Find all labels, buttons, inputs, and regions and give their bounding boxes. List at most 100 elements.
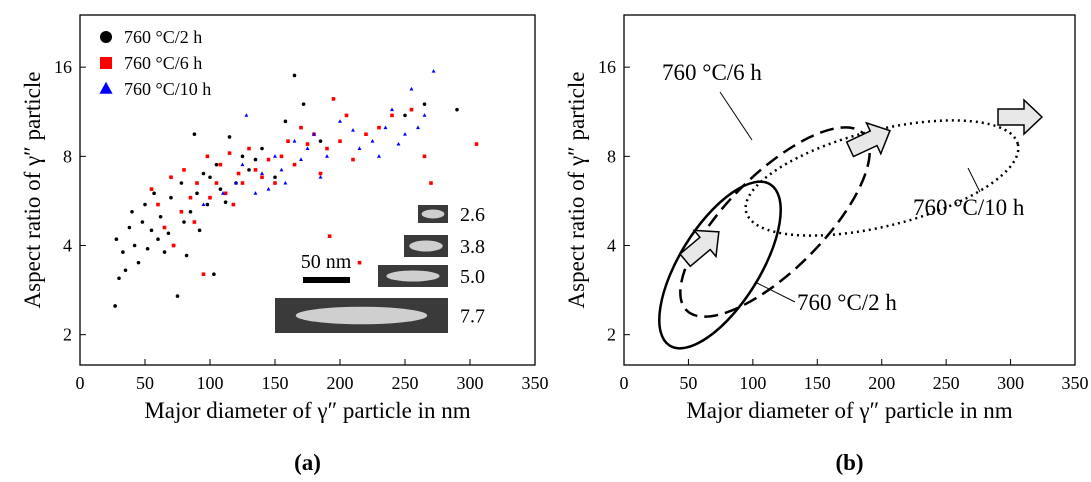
x-tick-label: 100 [739,373,766,393]
marker [212,272,216,277]
marker [149,228,154,233]
marker [136,260,141,265]
y-axis-label: Aspect ratio of γ″ particle [20,72,45,309]
marker [403,132,407,136]
marker [253,157,258,162]
marker [327,234,332,239]
marker [422,154,427,159]
marker [184,253,189,258]
marker [188,209,193,214]
marker [377,125,381,130]
region-10h [744,119,1020,237]
legend-label: 760 °C/2 h [124,27,202,47]
marker [351,157,355,162]
marker [179,209,184,214]
x-tick-label: 0 [620,373,629,393]
marker [318,175,323,179]
marker [305,146,310,150]
y-tick-label: 2 [607,325,616,345]
y-tick-label: 4 [63,236,72,256]
marker [205,202,210,207]
region-2h [658,180,782,350]
marker [344,113,349,118]
marker [266,157,271,162]
marker [231,202,236,207]
inset-ratio: 7.7 [460,306,485,328]
marker [292,139,297,143]
marker [179,181,184,185]
legend-marker [99,81,113,94]
marker [253,191,258,195]
marker [370,139,375,143]
legend-marker [100,31,112,43]
x-tick-label: 50 [136,373,154,393]
marker [162,225,167,230]
legend-label: 760 °C/6 h [124,53,202,73]
panel-label: (b) [835,450,863,475]
marker [208,175,212,180]
marker [208,195,212,200]
marker [403,113,407,118]
marker [156,202,160,207]
marker [409,107,414,112]
marker [201,202,206,206]
x-tick-label: 50 [679,373,697,393]
region-label: 760 °C/6 h [662,60,762,85]
marker [357,260,362,265]
inset-ratio: 5.0 [460,266,485,288]
marker [240,162,245,167]
marker [121,250,125,254]
marker [429,181,433,185]
x-tick-label: 150 [262,373,289,393]
marker [273,154,277,158]
arrow [845,121,891,158]
marker [260,175,264,180]
scale-bar [303,277,350,283]
marker [223,191,228,196]
marker [247,146,251,151]
marker [260,146,264,151]
leader [719,91,753,141]
marker [169,195,173,200]
marker [390,107,394,112]
x-tick-label: 200 [327,373,354,393]
marker [416,125,420,130]
y-tick-label: 2 [63,325,72,345]
marker [132,243,137,248]
marker [113,304,117,308]
y-tick-label: 8 [63,146,72,166]
marker [286,139,290,143]
marker [143,202,147,207]
marker [218,162,223,167]
marker [145,246,150,251]
marker [409,86,414,91]
marker [283,119,288,124]
marker [195,191,199,196]
marker [273,181,277,185]
marker [218,187,223,191]
y-axis-label: Aspect ratio of γ″ particle [564,72,589,309]
y-tick-label: 16 [54,57,72,77]
marker [279,167,284,172]
plot-frame [623,14,1076,366]
arrow [997,98,1044,136]
x-tick-label: 350 [1062,373,1089,393]
marker [244,113,249,117]
marker [221,191,225,195]
marker [188,195,193,200]
marker [331,97,336,101]
legend-label: 760 °C/10 h [124,79,211,99]
x-tick-label: 100 [197,373,224,393]
marker [299,125,303,130]
leader [754,281,796,303]
marker [474,142,479,146]
marker [197,228,202,233]
marker [169,175,173,180]
inset-particle [421,209,445,219]
marker [117,276,121,281]
marker [195,181,199,185]
marker [377,154,381,158]
marker [301,102,306,106]
marker [312,132,316,136]
